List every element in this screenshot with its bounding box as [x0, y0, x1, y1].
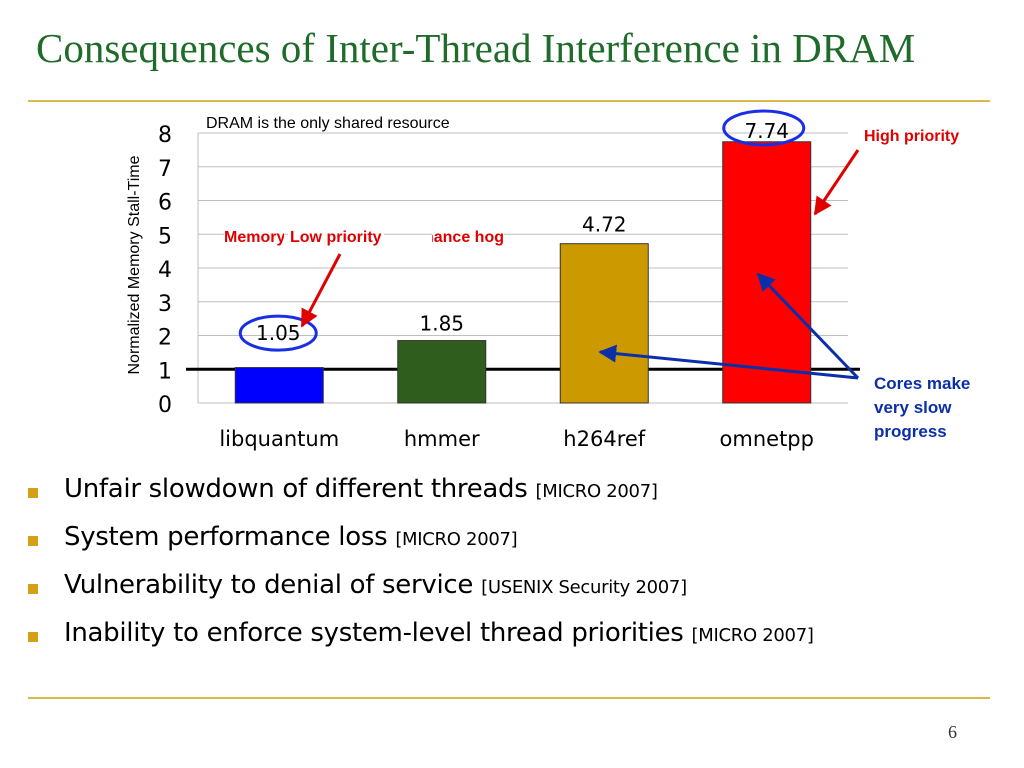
data-label: 7.74	[744, 119, 789, 143]
bullet-item: System performance loss [MICRO 2007]	[28, 522, 814, 570]
omnetpp-label-circle	[722, 109, 806, 147]
slow-progress-label: Cores make very slow progress	[874, 372, 970, 444]
bullet-text: Unfair slowdown of different threads	[64, 474, 528, 504]
slow-progress-line-1: Cores make	[874, 374, 971, 393]
bar-h264ref	[559, 243, 649, 404]
bullet-item: Inability to enforce system-level thread…	[28, 618, 814, 666]
bullet-ref: [MICRO 2007]	[395, 529, 518, 550]
bullet-item: Unfair slowdown of different threads [MIC…	[28, 474, 814, 522]
slow-progress-arrow-h264ref	[598, 344, 859, 380]
y-tick-label: 0	[158, 393, 172, 418]
x-tick-label: omnetpp	[720, 427, 814, 451]
high-priority-arrow	[813, 149, 860, 216]
bullet-ref: [MICRO 2007]	[535, 481, 658, 502]
high-priority-label: High priority	[864, 128, 960, 145]
memory-hog-label: Memory Performance hog	[224, 229, 284, 247]
footer-rule	[28, 697, 990, 699]
slow-progress-line-2: very slow	[874, 398, 952, 417]
bullet-item: Vulnerability to denial of service [USENI…	[28, 570, 814, 618]
bullet-text: Vulnerability to denial of service	[64, 570, 474, 600]
y-tick-label: 7	[158, 157, 172, 182]
data-label: 1.85	[419, 312, 464, 336]
bullet-square-icon	[28, 584, 38, 594]
bullet-ref: [MICRO 2007]	[691, 625, 814, 646]
y-tick-label: 2	[158, 326, 172, 351]
page-number: 6	[948, 722, 957, 742]
data-label: 1.05	[256, 321, 301, 345]
x-tick-label: hmmer	[404, 427, 480, 451]
bars	[234, 141, 812, 404]
slow-progress-arrow-omnetpp	[756, 272, 860, 380]
data-labels: 1.05 1.85 4.72 7.74	[238, 109, 806, 352]
slide-title: Consequences of Inter-Thread Interferenc…	[36, 25, 916, 71]
title-rule	[28, 100, 990, 102]
bullet-list: Unfair slowdown of different threads [MIC…	[28, 474, 814, 666]
bullet-text: System performance loss	[64, 522, 388, 552]
bullet-square-icon	[28, 536, 38, 546]
slow-progress-line-3: progress	[874, 422, 947, 441]
y-tick-label: 1	[158, 359, 172, 384]
bar-hmmer	[397, 340, 487, 404]
x-tick-label: h264ref	[563, 427, 645, 451]
data-label: 4.72	[582, 213, 627, 237]
x-tick-labels: libquantum hmmer h264ref omnetpp	[219, 427, 814, 451]
y-tick-label: 4	[158, 258, 172, 283]
bullet-ref: [USENIX Security 2007]	[481, 577, 687, 598]
y-tick-label: 5	[158, 224, 172, 249]
memory-hog-label-tail-text: Memory Performance hog	[432, 229, 504, 246]
libquantum-label-circle	[238, 314, 318, 352]
shared-resource-note: DRAM is the only shared resource	[206, 115, 450, 132]
memory-hog-label-tail: Memory Performance hog	[432, 229, 504, 247]
bullet-text: Inability to enforce system-level thread…	[64, 618, 684, 648]
bar-omnetpp	[722, 141, 812, 404]
bullet-square-icon	[28, 632, 38, 642]
y-tick-labels: 0 1 2 3 4 5 6 7 8	[158, 123, 172, 418]
x-tick-label: libquantum	[219, 427, 339, 451]
bullet-square-icon	[28, 488, 38, 498]
y-tick-label: 8	[158, 123, 172, 148]
y-axis-label: Normalized Memory Stall-Time	[126, 155, 143, 375]
y-tick-label: 6	[158, 191, 172, 216]
low-priority-label: Low priority	[288, 229, 384, 247]
y-tick-label: 3	[158, 292, 172, 317]
low-priority-arrow	[300, 253, 342, 328]
annotation-arrows	[300, 149, 860, 380]
bar-libquantum	[234, 367, 324, 404]
